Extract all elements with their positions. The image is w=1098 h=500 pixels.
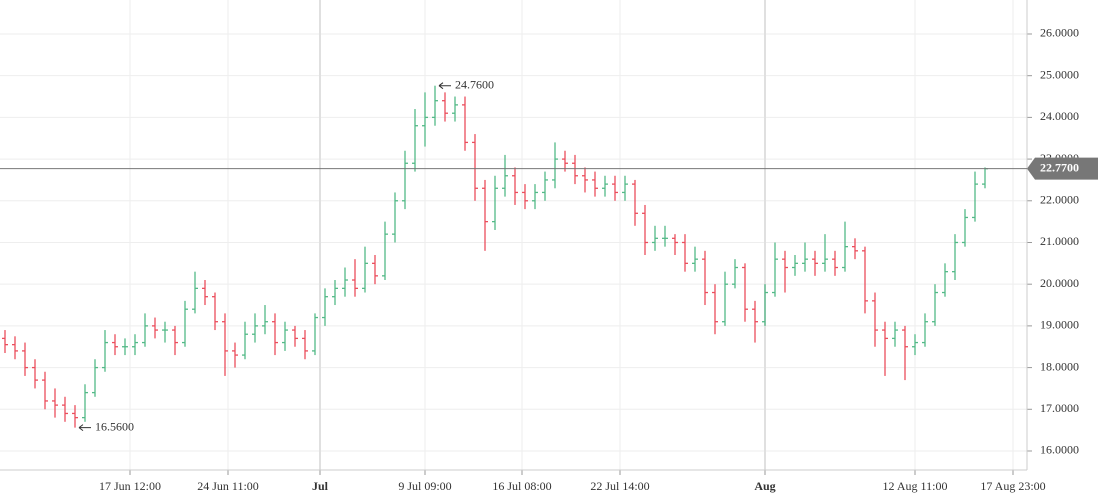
x-tick-label: 12 Aug 11:00 bbox=[883, 479, 948, 493]
y-tick-label: 18.0000 bbox=[1040, 359, 1079, 373]
y-tick-label: 22.0000 bbox=[1040, 193, 1079, 207]
y-tick-label: 25.0000 bbox=[1040, 67, 1079, 81]
x-tick-label: Jul bbox=[312, 479, 329, 493]
x-tick-label: 17 Jun 12:00 bbox=[99, 479, 161, 493]
min-label: 16.5600 bbox=[95, 419, 134, 433]
max-arrow bbox=[438, 82, 451, 90]
last-price-box bbox=[1027, 157, 1098, 180]
x-tick-label: 22 Jul 14:00 bbox=[590, 479, 649, 493]
last-price-label: 22.7700 bbox=[1040, 160, 1079, 174]
x-tick-label: Aug bbox=[754, 479, 775, 493]
x-tick-label: 16 Jul 08:00 bbox=[492, 479, 551, 493]
y-tick-label: 16.0000 bbox=[1040, 443, 1079, 457]
x-tick-label: 17 Aug 23:00 bbox=[980, 479, 1045, 493]
y-tick-label: 19.0000 bbox=[1040, 318, 1079, 332]
x-tick-label: 24 Jun 11:00 bbox=[197, 479, 259, 493]
y-tick-label: 17.0000 bbox=[1040, 401, 1079, 415]
y-tick-label: 21.0000 bbox=[1040, 234, 1079, 248]
y-tick-label: 24.0000 bbox=[1040, 109, 1079, 123]
x-tick-label: 9 Jul 09:00 bbox=[398, 479, 451, 493]
max-label: 24.7600 bbox=[455, 77, 494, 91]
y-tick-label: 20.0000 bbox=[1040, 276, 1079, 290]
min-arrow bbox=[78, 424, 91, 432]
y-tick-label: 26.0000 bbox=[1040, 26, 1079, 40]
